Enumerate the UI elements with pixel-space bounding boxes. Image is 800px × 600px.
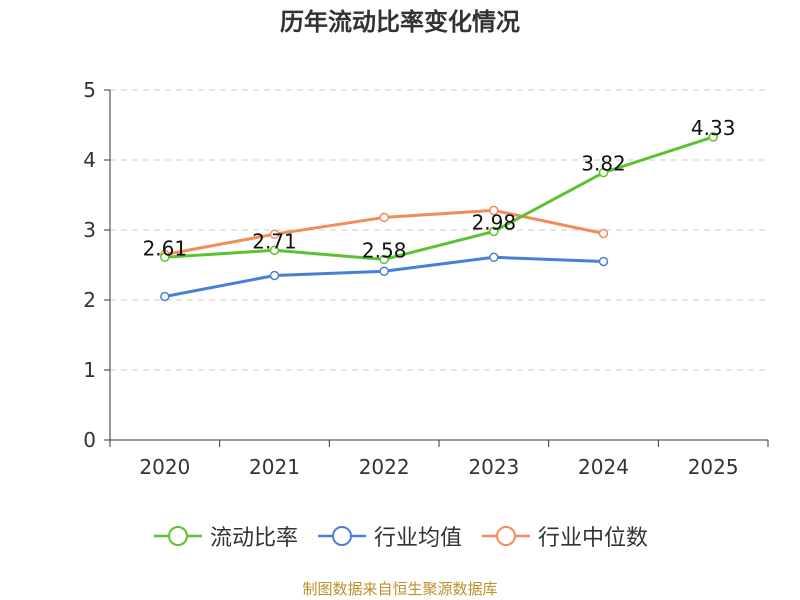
axes: 0 1 2 3 4 5 2020 2021 2022 2023 2024 2025 [83,78,769,479]
y-tick-label: 0 [83,428,96,452]
legend-label: 流动比率 [209,526,298,551]
data-label: 2.71 [252,229,297,253]
data-point [269,229,280,239]
data-point [598,167,609,178]
data-label: 4.33 [691,116,736,140]
legend-label: 行业均值 [373,526,462,551]
series-layer [160,132,718,302]
y-tick-label: 2 [83,288,96,312]
data-point [489,252,499,263]
legend-marker-icon [153,526,202,546]
x-tick-label: 2025 [688,455,739,479]
source-note: 制图数据来自恒生聚源数据库 [302,580,498,598]
data-point [489,205,499,216]
data-label: 3.82 [581,152,626,176]
legend-item[interactable]: 行业均值 [316,520,462,552]
legend-item[interactable]: 流动比率 [152,520,298,552]
data-point [160,252,170,263]
legend: 流动比率 行业均值 行业中位数 [0,520,800,552]
legend-label: 行业中位数 [538,526,649,551]
y-tick-label: 3 [83,218,96,242]
data-point [598,256,609,267]
chart-title: 历年流动比率变化情况 [280,8,520,36]
data-point [379,254,389,265]
data-label: 2.58 [362,238,407,262]
data-labels: 2.61 2.71 2.58 2.98 3.82 4.33 [143,116,736,263]
x-tick-label: 2020 [139,455,190,479]
legend-marker-icon [482,526,530,546]
data-point [269,245,280,256]
y-tick-label: 4 [83,148,96,172]
y-tick-label: 1 [83,358,96,382]
y-tick-label: 5 [83,78,96,102]
data-point [379,266,389,277]
series-line-0 [164,135,714,261]
data-point [708,132,718,142]
data-point [598,228,609,239]
legend-marker-icon [317,526,366,546]
data-point [269,270,280,281]
data-label: 2.61 [143,236,188,260]
data-point [489,226,499,237]
x-tick-label: 2021 [249,455,300,479]
data-label: 2.98 [472,210,517,234]
x-tick-label: 2023 [468,455,519,479]
x-tick-label: 2022 [359,455,410,479]
x-tick-label: 2024 [578,455,629,479]
grid-lines [110,89,768,371]
legend-item[interactable]: 行业中位数 [480,520,648,552]
data-point [379,212,389,223]
data-point [160,291,170,302]
